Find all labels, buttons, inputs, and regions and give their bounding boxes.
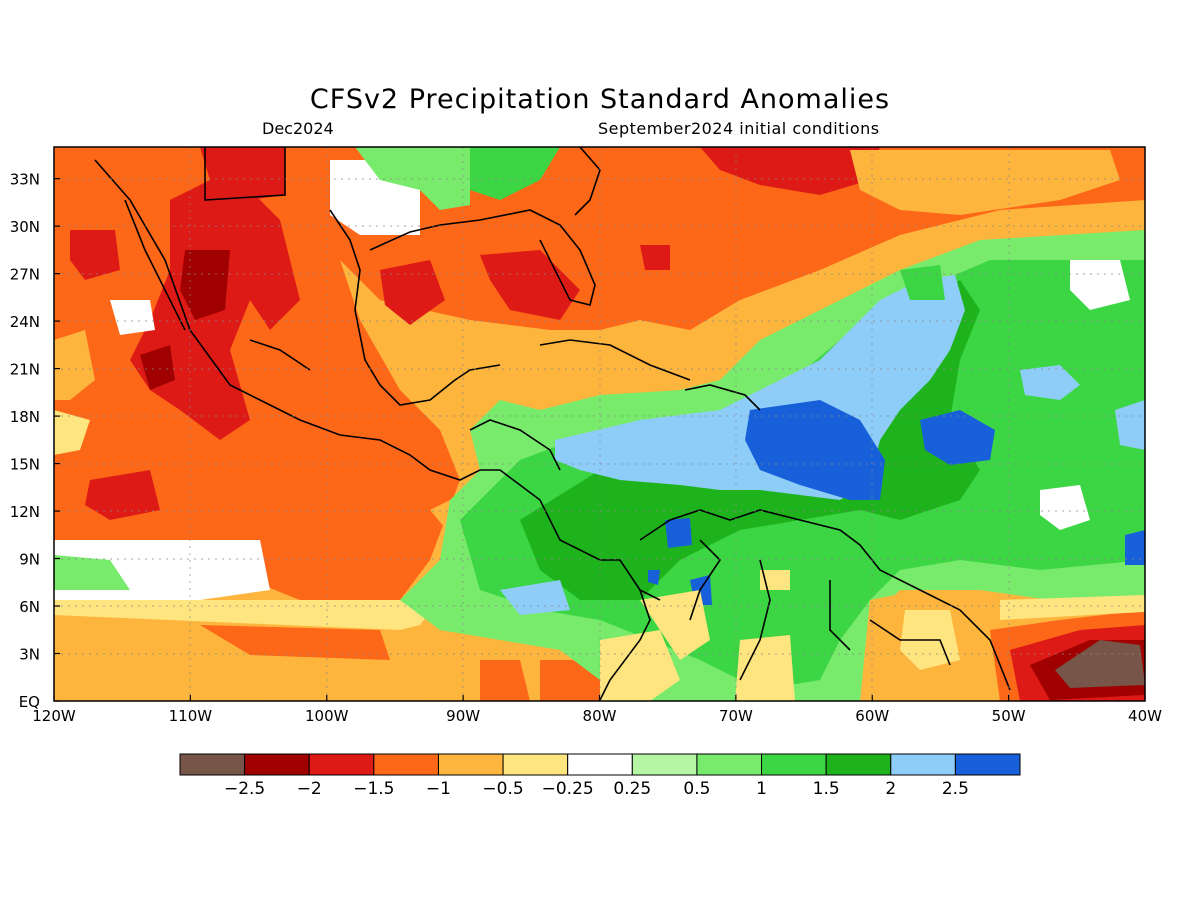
colorbar-label: 1.5: [813, 779, 840, 799]
colorbar-label: 0.25: [613, 779, 651, 799]
lat-tick-label: 27N: [10, 266, 40, 284]
lat-tick-label: 21N: [10, 361, 40, 379]
lon-tick-label: 60W: [855, 707, 889, 725]
lon-tick-label: 110W: [169, 707, 213, 725]
colorbar-label: −2: [297, 779, 322, 799]
colorbar: −2.5 −2 −1.5 −1 −0.5 −0.25 0.25 0.5 1 1.5 2 2.5: [179, 753, 1021, 799]
colorbar-swatch: [308, 753, 375, 776]
longitude-axis: 120W 110W 100W 90W 80W 70W 60W 50W 40W: [32, 695, 1162, 725]
colorbar-label: 0.5: [683, 779, 710, 799]
colorbar-label: −0.5: [482, 779, 523, 799]
colorbar-swatch: [761, 753, 827, 776]
colorbar-swatch: [631, 753, 698, 776]
lat-tick-label: 12N: [10, 503, 40, 521]
colorbar-label: −0.25: [542, 779, 594, 799]
colorbar-label: −1: [426, 779, 451, 799]
lat-tick-label: 15N: [10, 456, 40, 474]
lon-tick-label: 50W: [992, 707, 1026, 725]
colorbar-label: 1: [756, 779, 767, 799]
colorbar-swatch: [696, 753, 763, 776]
chart-title: CFSv2 Precipitation Standard Anomalies: [309, 84, 891, 115]
lat-tick-label: 33N: [10, 171, 40, 189]
colorbar-swatch: [890, 753, 956, 776]
colorbar-swatch: [825, 753, 892, 776]
lat-tick-label: 18N: [10, 408, 40, 426]
colorbar-swatch: [373, 753, 439, 776]
lon-tick-label: 90W: [446, 707, 480, 725]
initial-conditions: September2024 initial conditions: [598, 119, 880, 138]
lat-tick-label: 6N: [19, 598, 40, 616]
lat-tick-label: EQ: [19, 693, 40, 711]
lat-tick-label: 9N: [19, 551, 40, 569]
lat-tick-label: 3N: [19, 646, 40, 664]
colorbar-swatch: [437, 753, 504, 776]
latitude-axis: EQ 3N 6N 9N 12N 15N 18N 21N 24N 27N 30N 33N: [10, 171, 60, 711]
graticule: [54, 147, 1145, 701]
colorbar-label: 2.5: [942, 779, 969, 799]
forecast-month: Dec2024: [262, 119, 334, 138]
lon-tick-label: 80W: [583, 707, 617, 725]
coastlines: [94, 147, 1011, 701]
colorbar-swatch: [567, 753, 633, 776]
lon-tick-label: 120W: [32, 707, 76, 725]
colorbar-label: −1.5: [353, 779, 394, 799]
anomaly-field: [54, 147, 1145, 701]
colorbar-label: −2.5: [224, 779, 265, 799]
colorbar-swatch: [244, 753, 310, 776]
lon-tick-label: 40W: [1128, 707, 1162, 725]
lat-tick-label: 24N: [10, 313, 40, 331]
lat-tick-label: 30N: [10, 218, 40, 236]
lon-tick-label: 100W: [305, 707, 349, 725]
colorbar-swatch: [954, 753, 1021, 776]
colorbar-label: 2: [885, 779, 896, 799]
colorbar-swatch: [502, 753, 569, 776]
lon-tick-label: 70W: [719, 707, 753, 725]
colorbar-swatch: [179, 753, 246, 776]
